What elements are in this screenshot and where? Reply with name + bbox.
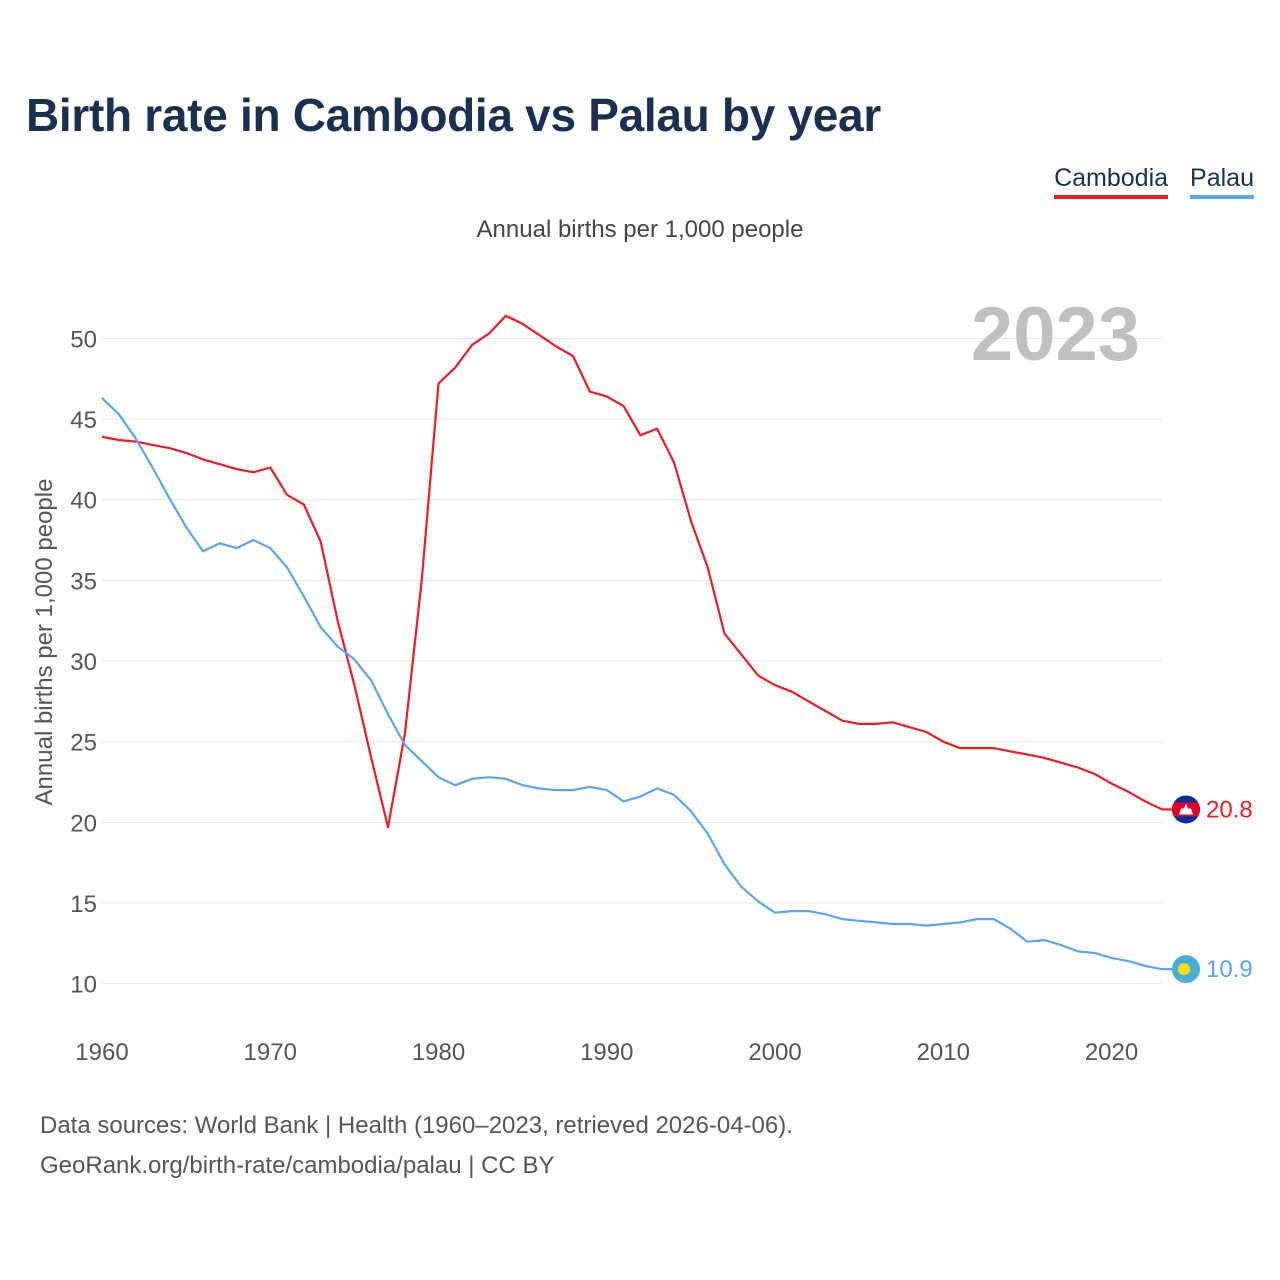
end-value-label-cambodia: 20.8 [1206, 796, 1253, 823]
x-tick-label: 1970 [244, 1039, 297, 1066]
legend-item-palau[interactable]: Palau [1190, 164, 1254, 199]
x-tick-label: 1980 [412, 1039, 465, 1066]
cambodia-flag-icon [1172, 795, 1200, 824]
y-tick-label: 15 [70, 891, 97, 918]
end-value-label-palau: 10.9 [1206, 956, 1253, 983]
legend: Cambodia Palau [1054, 164, 1254, 199]
line-chart: 10 15 20 25 30 35 40 45 50 1960 1970 1980 1990 2000 20… [31, 292, 1253, 1066]
series-line-palau [101, 397, 1163, 971]
footer: Data sources: World Bank | Health (1960–… [40, 1106, 793, 1186]
y-tick-label: 25 [70, 730, 97, 757]
x-tick-label: 1990 [580, 1039, 633, 1066]
chart-subtitle: Annual births per 1,000 people [476, 216, 804, 243]
y-tick-label: 30 [70, 649, 97, 676]
palau-flag-icon [1172, 955, 1200, 984]
series-line-cambodia [101, 314, 1163, 829]
chart-title: Birth rate in Cambodia vs Palau by year [26, 89, 881, 141]
x-tick-label: 2020 [1085, 1039, 1138, 1066]
y-axis-title: Annual births per 1,000 people [31, 479, 58, 806]
data-source-note: Data sources: World Bank | Health (1960–… [40, 1112, 793, 1139]
year-label: 2023 [971, 292, 1140, 377]
x-tick-label: 2010 [917, 1039, 970, 1066]
x-tick-label: 1960 [75, 1039, 128, 1066]
y-tick-label: 35 [70, 568, 97, 595]
y-tick-label: 40 [70, 488, 97, 515]
y-tick-label: 20 [70, 810, 97, 837]
source-url: GeoRank.org/birth-rate/cambodia/palau | … [40, 1152, 555, 1179]
y-tick-label: 45 [70, 407, 97, 434]
y-tick-label: 10 [70, 972, 97, 999]
x-tick-label: 2000 [748, 1039, 801, 1066]
legend-item-cambodia[interactable]: Cambodia [1054, 164, 1169, 199]
y-tick-label: 50 [70, 326, 97, 353]
